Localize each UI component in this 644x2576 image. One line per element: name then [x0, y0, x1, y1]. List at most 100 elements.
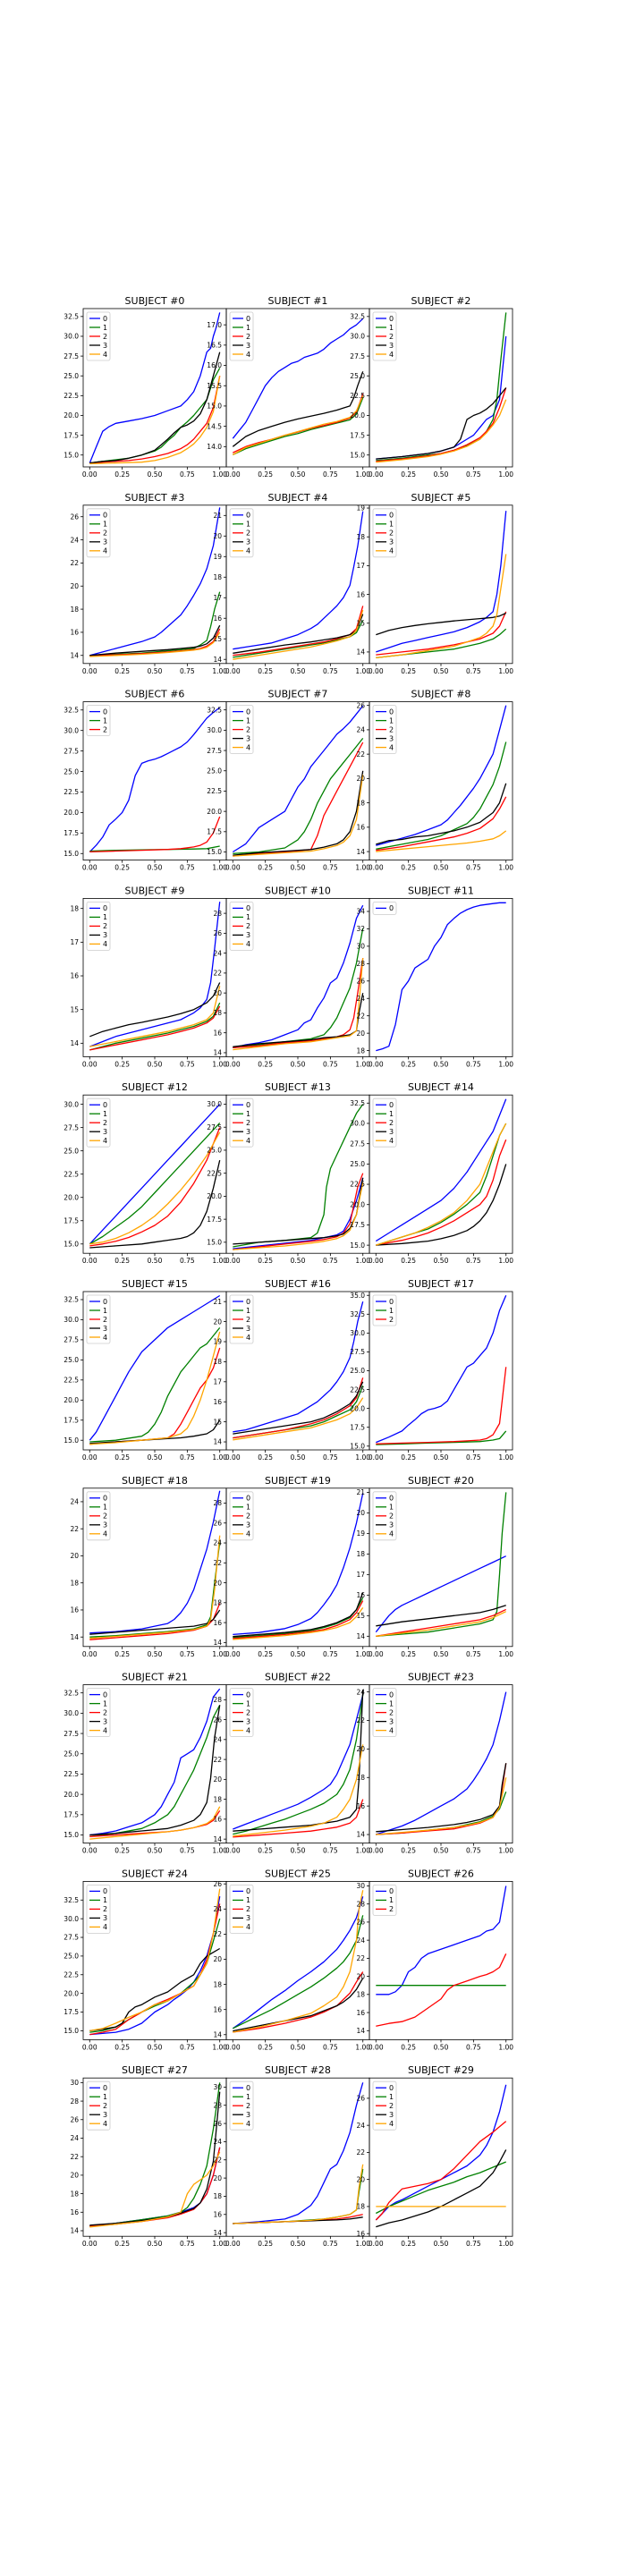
legend-label: 2 — [103, 1316, 107, 1324]
legend-label: 2 — [246, 1513, 250, 1521]
series-line-0 — [232, 1896, 364, 2029]
subplot-title: SUBJECT #25 — [265, 1868, 331, 1879]
subplot-title: SUBJECT #3 — [125, 492, 185, 504]
x-tick-label: 0.75 — [466, 2043, 481, 2051]
series-line-1 — [233, 1915, 364, 2029]
subplot-title: SUBJECT #22 — [265, 1672, 331, 1683]
y-tick-label: 16 — [70, 1606, 79, 1614]
x-tick-label: 1.00 — [355, 1453, 370, 1462]
subplot-4: SUBJECT #40.00 0.25 0.50 0.75 1.001415161718… — [213, 492, 370, 675]
series-line-0 — [233, 1177, 364, 1250]
legend-label: 1 — [389, 1699, 394, 1707]
x-tick-label: 0.75 — [466, 1650, 481, 1658]
x-tick-label: 1.00 — [355, 1060, 370, 1068]
x-tick-label: 0.75 — [180, 1847, 195, 1855]
series-line-0 — [89, 1104, 221, 1245]
x-tick-label: 0.25 — [258, 667, 273, 675]
y-tick-label: 18 — [213, 573, 222, 581]
x-tick-label: 0.00 — [369, 864, 384, 872]
y-tick-label: 22 — [356, 1012, 365, 1020]
legend-label: 0 — [389, 1495, 394, 1503]
x-tick-label: 0.50 — [148, 470, 163, 479]
y-tick-label: 15 — [70, 1005, 79, 1013]
y-tick-label: 22.5 — [64, 1770, 79, 1778]
series-line-2 — [376, 1608, 506, 1637]
x-tick-label: 0.75 — [466, 667, 481, 675]
x-tick-label: 0.25 — [114, 1453, 130, 1462]
x-tick-label: 0.50 — [148, 1257, 163, 1265]
y-tick-label: 14 — [213, 1639, 222, 1647]
y-tick-label: 30 — [356, 1882, 365, 1890]
y-tick-label: 18 — [70, 2190, 79, 2198]
subplot-6: SUBJECT #60.00 0.25 0.50 0.75 1.0015.017.520… — [64, 689, 227, 872]
subplot-16: SUBJECT #160.00 0.25 0.50 0.75 1.00141516171… — [213, 1278, 370, 1462]
legend-label: 0 — [103, 1298, 107, 1306]
legend-label: 2 — [389, 530, 394, 538]
legend-label: 1 — [246, 1504, 250, 1512]
y-tick-label: 34 — [356, 908, 365, 916]
series-line-3 — [233, 1177, 364, 1245]
y-tick-label: 32.5 — [207, 706, 222, 714]
subplot-title: SUBJECT #13 — [265, 1081, 331, 1093]
x-tick-label: 0.25 — [114, 667, 130, 675]
x-tick-label: 0.50 — [434, 1060, 449, 1068]
x-tick-label: 0.25 — [401, 1453, 416, 1462]
legend-label: 2 — [246, 922, 250, 930]
subplot-title: SUBJECT #20 — [408, 1475, 474, 1487]
x-tick-label: 0.00 — [225, 1453, 241, 1462]
x-tick-label: 0.25 — [258, 1257, 273, 1265]
y-tick-label: 26 — [213, 1716, 222, 1724]
y-tick-label: 21 — [213, 1298, 222, 1306]
y-tick-label: 27.5 — [207, 1123, 222, 1131]
y-tick-label: 26 — [70, 2115, 79, 2123]
y-tick-label: 18 — [356, 799, 365, 807]
x-tick-label: 0.50 — [434, 1257, 449, 1265]
legend: 012 — [372, 1294, 397, 1326]
y-tick-label: 25.0 — [64, 767, 79, 775]
legend-label: 3 — [246, 734, 250, 742]
legend-label: 4 — [389, 743, 394, 751]
x-tick-label: 0.25 — [401, 2240, 416, 2248]
y-tick-label: 16 — [356, 1802, 365, 1810]
y-tick-label: 22.5 — [207, 1169, 222, 1177]
x-tick-label: 0.25 — [258, 1650, 273, 1658]
x-tick-label: 0.25 — [114, 470, 130, 479]
x-tick-label: 0.50 — [434, 1453, 449, 1462]
legend-label: 3 — [246, 538, 250, 547]
legend-label: 2 — [246, 1119, 250, 1127]
x-tick-label: 0.75 — [323, 1453, 338, 1462]
legend-label: 3 — [246, 342, 250, 350]
y-tick-label: 22.5 — [64, 1970, 79, 1979]
y-tick-label: 14 — [213, 1438, 222, 1446]
y-tick-label: 26 — [356, 2095, 365, 2103]
y-tick-label: 17 — [356, 1571, 365, 1579]
y-tick-label: 24 — [70, 2134, 79, 2142]
series-line-0 — [233, 511, 364, 650]
y-tick-label: 14 — [356, 1632, 365, 1640]
legend-label: 2 — [389, 2102, 394, 2110]
x-tick-label: 1.00 — [212, 1060, 227, 1068]
subplot-title: SUBJECT #18 — [122, 1475, 188, 1487]
series-line-3 — [232, 371, 364, 447]
subplot-11: SUBJECT #11 0.00 0.25 0.50 0.75 1.00 18 20 22 24 2… — [356, 885, 513, 1068]
series-line-2 — [233, 394, 364, 453]
x-tick-label: 0.00 — [225, 2043, 241, 2051]
y-tick-label: 28 — [70, 2097, 79, 2106]
y-tick-label: 20 — [213, 1775, 222, 1784]
y-tick-label: 22.5 — [350, 392, 365, 400]
y-tick-label: 22 — [213, 2156, 222, 2164]
y-tick-label: 14 — [356, 848, 365, 856]
subplot-title: SUBJECT #7 — [268, 689, 328, 700]
x-tick-label: 0.50 — [148, 667, 163, 675]
series-line-4 — [233, 1744, 364, 1837]
series-line-4 — [89, 1331, 221, 1445]
y-tick-label: 16 — [356, 2230, 365, 2238]
legend-label: 3 — [246, 1717, 250, 1725]
legend-label: 4 — [103, 547, 107, 555]
y-tick-label: 18 — [356, 1046, 365, 1055]
series-line-4 — [233, 1397, 364, 1441]
x-tick-label: 0.50 — [148, 864, 163, 872]
